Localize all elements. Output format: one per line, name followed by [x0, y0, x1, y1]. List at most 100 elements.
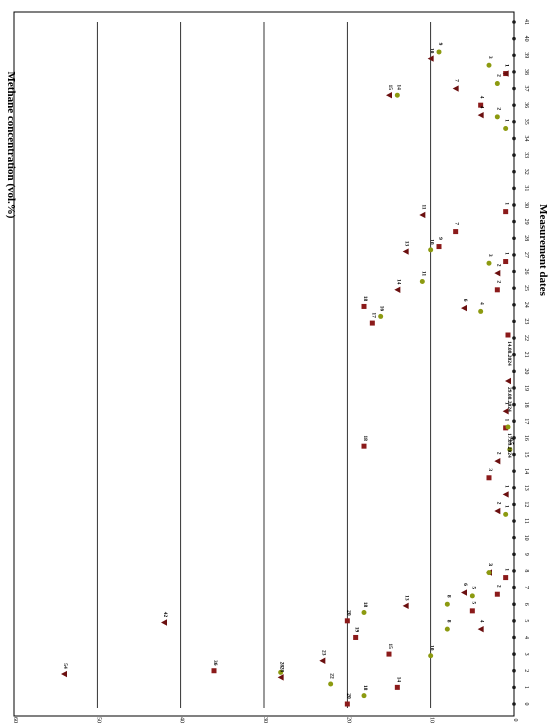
series3-point-6	[444, 601, 450, 607]
zero-point-27	[512, 253, 516, 257]
category-tick-label-3: 3	[523, 653, 529, 656]
series3-data-label-18: 14	[395, 84, 401, 90]
series1-data-label-7: 2	[495, 585, 501, 588]
series1-point-10	[486, 475, 492, 481]
series3-point-2	[428, 653, 434, 659]
series1-data-label-2: 36	[212, 660, 218, 666]
zero-point-13	[512, 485, 516, 490]
series1-data-label-16: 9	[437, 237, 443, 240]
category-tick-label-4: 4	[523, 636, 529, 639]
category-tick-label-17: 17	[523, 418, 529, 424]
series3-point-15	[428, 247, 434, 253]
zero-point-16	[512, 436, 516, 440]
series1-data-label-6: 5	[470, 601, 476, 604]
series3-point-4	[444, 626, 450, 632]
legend-label-2: 29.08.2024	[506, 387, 512, 412]
series2-data-label-1: 54	[62, 663, 68, 669]
series3-data-label-9: 1	[504, 505, 510, 508]
series1-data-label-0: 20	[345, 693, 351, 699]
series1-data-label-4: 19	[354, 627, 360, 633]
series3-data-label-15: 10	[429, 239, 435, 245]
category-axis-title: Measurement dates	[537, 204, 549, 296]
series3-data-label-20: 3	[487, 56, 493, 59]
series1-data-label-18: 1	[504, 202, 510, 205]
series3-point-9	[503, 511, 509, 517]
value-tick-label-30: 30	[262, 717, 268, 723]
series3-point-7	[469, 593, 475, 599]
series1-point-6	[469, 608, 475, 614]
category-tick-label-8: 8	[523, 569, 529, 572]
series3-point-16	[503, 125, 509, 131]
zero-point-0	[512, 702, 516, 706]
zero-point-8	[512, 569, 516, 573]
series1-data-label-13: 18	[362, 296, 368, 302]
series2-point-19	[502, 70, 509, 77]
series1-point-0	[344, 701, 350, 707]
series1-point-17	[453, 229, 459, 235]
series1-point-12	[369, 320, 375, 326]
category-tick-label-14: 14	[523, 468, 529, 474]
category-tick-label-12: 12	[523, 501, 529, 507]
category-tick-label-30: 30	[523, 202, 529, 208]
series1-point-14	[494, 287, 500, 293]
series1-data-label-15: 1	[504, 252, 510, 255]
category-tick-label-31: 31	[523, 185, 529, 191]
series2-data-label-2: 23	[320, 650, 326, 656]
series1-point-19	[478, 102, 484, 108]
zero-point-38	[512, 70, 516, 74]
series1-data-label-9: 18	[362, 435, 368, 441]
category-tick-label-36: 36	[523, 102, 529, 108]
category-tick-label-15: 15	[523, 451, 529, 457]
category-tick-label-19: 19	[523, 385, 529, 391]
series2-point-5	[402, 602, 409, 610]
series1-point-8	[503, 575, 509, 581]
legend-marker-2	[505, 377, 511, 385]
series1-point-3	[386, 651, 392, 657]
category-tick-label-23: 23	[523, 318, 529, 324]
series1-data-label-20: 1	[504, 64, 510, 67]
zero-point-20	[512, 369, 516, 374]
category-tick-label-24: 24	[523, 302, 529, 308]
series1-data-label-3: 15	[387, 643, 393, 649]
series3-point-18	[394, 92, 400, 98]
series2-point-4	[161, 619, 167, 626]
zero-point-5	[512, 619, 516, 623]
zero-point-11	[512, 519, 516, 523]
zero-point-32	[512, 169, 516, 174]
category-tick-label-32: 32	[523, 169, 529, 175]
series2-point-20	[427, 55, 434, 62]
series2-data-label-21: 15	[387, 84, 393, 90]
value-axis-title: Methane concentration (vol.%)	[5, 72, 17, 219]
value-tick-label-40: 40	[179, 717, 185, 723]
category-tick-label-9: 9	[523, 553, 529, 556]
series3-data-label-14: 3	[487, 254, 493, 257]
legend-marker-3	[505, 424, 511, 430]
series2-data-label-16: 11	[420, 204, 426, 209]
series2-data-label-3: 4	[479, 620, 485, 623]
legend-marker-1	[505, 332, 511, 338]
series1-data-label-19: 4	[479, 96, 485, 99]
zero-point-14	[512, 469, 516, 473]
series3-point-17	[494, 114, 500, 120]
category-tick-label-28: 28	[523, 235, 529, 241]
category-tick-label-41: 41	[523, 19, 529, 25]
category-tick-label-35: 35	[523, 119, 529, 125]
zero-point-2	[512, 668, 516, 673]
series3-data-label-16: 1	[504, 119, 510, 122]
series2-point-13	[394, 286, 401, 294]
zero-point-7	[512, 585, 516, 590]
category-tick-label-40: 40	[523, 36, 529, 42]
series2-data-label-7: 3	[487, 563, 493, 566]
series2-point-17	[477, 111, 484, 119]
series3-data-label-17: 2	[495, 107, 501, 110]
category-tick-label-26: 26	[523, 269, 529, 275]
category-tick-label-20: 20	[523, 368, 529, 374]
series2-point-1	[61, 670, 67, 678]
series2-data-label-14: 2	[495, 264, 501, 267]
series2-point-8	[494, 507, 501, 515]
series3-point-20	[486, 62, 492, 68]
series3-data-label-4: 8	[445, 620, 451, 623]
category-tick-label-29: 29	[523, 219, 529, 225]
series2-data-label-13: 14	[395, 279, 401, 285]
zero-point-1	[512, 685, 516, 690]
